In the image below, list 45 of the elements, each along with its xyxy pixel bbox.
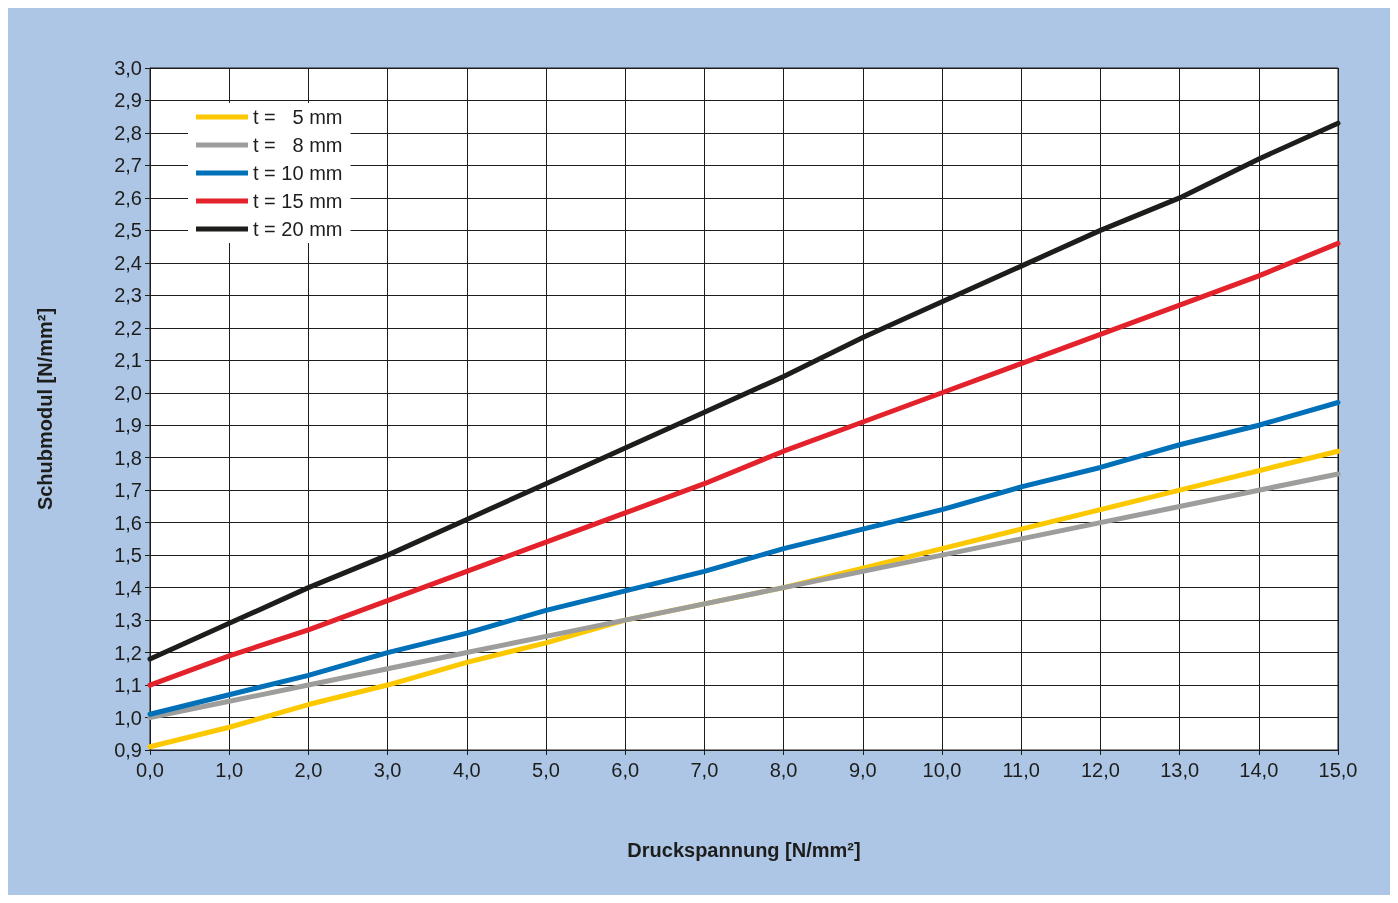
y-tick-label: 2,2: [114, 316, 142, 339]
x-tick-label: 11,0: [1002, 759, 1040, 781]
y-tick-label: 2,3: [114, 284, 142, 307]
x-tick-label: 4,0: [452, 759, 481, 781]
legend-label: t = 15 mm: [253, 190, 343, 212]
y-tick-label: 2,5: [114, 219, 142, 242]
y-tick-label: 2,8: [114, 121, 142, 144]
x-axis-title: Druckspannung [N/mm²]: [627, 839, 861, 861]
y-tick-label: 1,5: [114, 544, 142, 567]
legend-label: t = 5 mm: [253, 106, 343, 128]
legend-label: t = 8 mm: [253, 134, 343, 156]
y-tick-label: 1,3: [114, 609, 142, 632]
y-axis-title: Schubmodul [N/mm²]: [34, 307, 56, 511]
x-tick-label: 14,0: [1239, 759, 1279, 781]
x-tick-label: 13,0: [1160, 759, 1200, 781]
y-tick-label: 1,6: [114, 511, 142, 534]
x-tick-label: 0,0: [136, 759, 164, 781]
y-tick-label: 1,2: [114, 641, 142, 664]
x-tick-label: 10,0: [922, 759, 962, 781]
y-tick-label: 1,4: [114, 576, 142, 599]
y-tick-label: 0,9: [114, 739, 142, 761]
y-tick-label: 2,9: [114, 89, 142, 112]
y-tick-label: 1,8: [114, 446, 142, 469]
x-tick-label: 9,0: [848, 759, 877, 781]
y-tick-label: 2,1: [114, 349, 142, 372]
y-tick-label: 3,0: [114, 57, 142, 79]
y-tick-label: 1,1: [114, 674, 142, 697]
x-tick-label: 8,0: [769, 759, 798, 781]
x-tick-label: 1,0: [215, 759, 244, 781]
x-tick-label: 3,0: [373, 759, 402, 781]
x-tick-label: 6,0: [611, 759, 640, 781]
y-tick-label: 2,7: [114, 154, 142, 177]
x-tick-label: 2,0: [294, 759, 323, 781]
y-tick-label: 2,0: [114, 381, 142, 404]
y-tick-label: 1,0: [114, 706, 142, 729]
y-tick-label: 1,9: [114, 414, 142, 437]
y-tick-label: 1,7: [114, 479, 142, 502]
y-tick-label: 2,6: [114, 186, 142, 209]
y-tick-label: 2,4: [114, 251, 142, 274]
x-tick-label: 7,0: [690, 759, 719, 781]
x-tick-label: 5,0: [532, 759, 560, 781]
legend-label: t = 10 mm: [253, 162, 343, 184]
x-tick-label: 15,0: [1318, 759, 1358, 781]
x-tick-label: 12,0: [1080, 759, 1120, 781]
legend-label: t = 20 mm: [253, 218, 343, 240]
